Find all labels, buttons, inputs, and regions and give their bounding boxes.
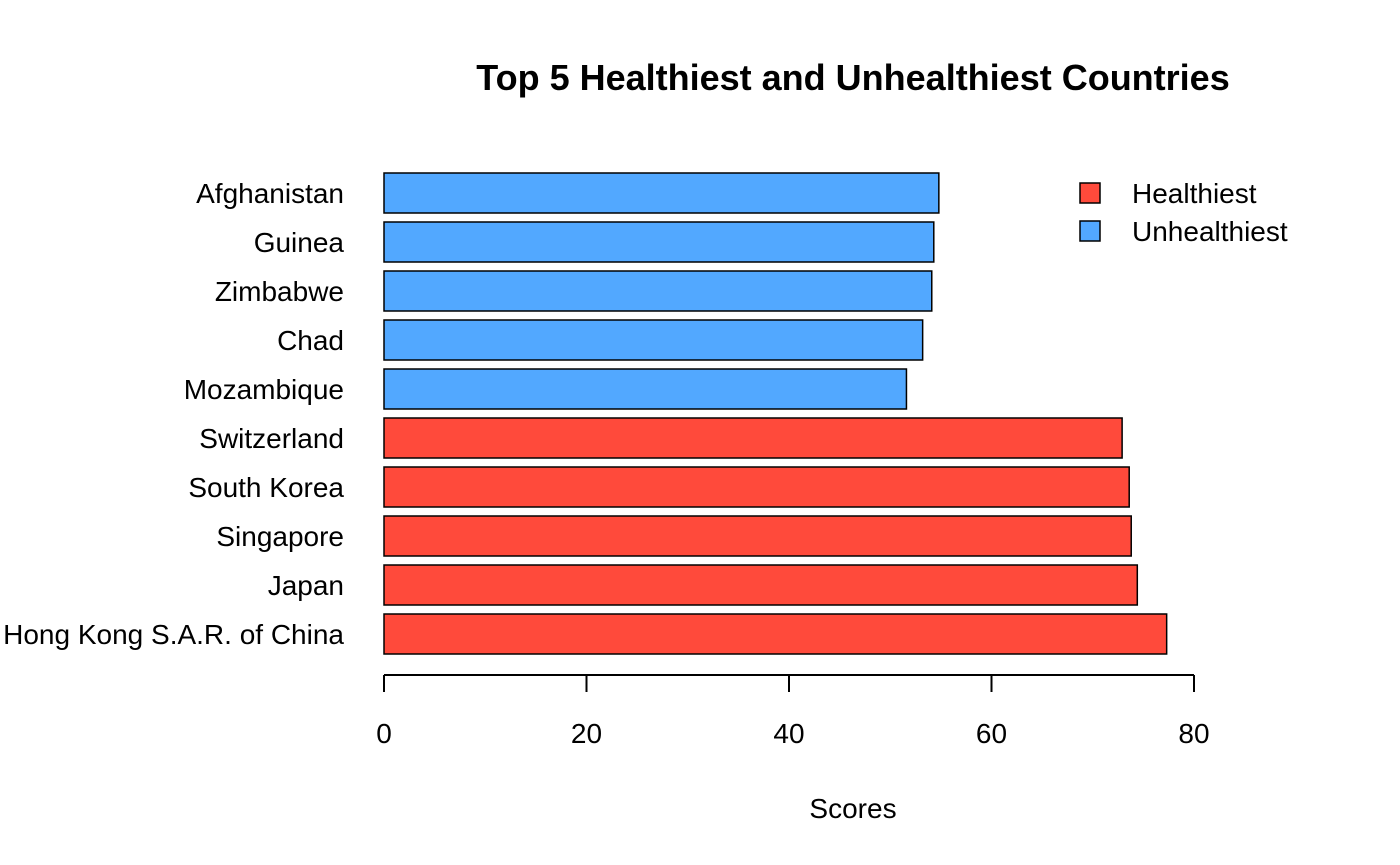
category-label: Mozambique bbox=[184, 374, 344, 405]
category-label: Hong Kong S.A.R. of China bbox=[3, 619, 344, 650]
category-label: Japan bbox=[268, 570, 344, 601]
category-label: Afghanistan bbox=[196, 178, 344, 209]
legend-label-unhealthiest: Unhealthiest bbox=[1132, 216, 1288, 247]
x-axis-ticks: 0 20 40 60 80 bbox=[376, 675, 1210, 749]
category-label: Chad bbox=[277, 325, 344, 356]
bar-unhealthiest bbox=[383, 270, 933, 312]
x-tick-label: 80 bbox=[1178, 718, 1209, 749]
category-labels: Hong Kong S.A.R. of China Japan Singapore S… bbox=[3, 178, 344, 650]
legend: Healthiest Unhealthiest bbox=[1079, 178, 1288, 247]
x-axis: 0 20 40 60 80 bbox=[376, 674, 1210, 749]
bar-healthiest bbox=[383, 466, 1130, 508]
bar-healthiest bbox=[383, 564, 1139, 606]
legend-label-healthiest: Healthiest bbox=[1132, 178, 1257, 209]
x-tick-label: 60 bbox=[976, 718, 1007, 749]
bar-healthiest bbox=[383, 417, 1123, 459]
category-label: Switzerland bbox=[199, 423, 344, 454]
bar-unhealthiest bbox=[383, 368, 908, 410]
bar-unhealthiest bbox=[383, 172, 940, 214]
x-tick-label: 40 bbox=[773, 718, 804, 749]
legend-swatch-unhealthiest bbox=[1079, 220, 1101, 242]
category-label: South Korea bbox=[188, 472, 344, 503]
x-tick-label: 0 bbox=[376, 718, 392, 749]
bar-unhealthiest bbox=[383, 221, 935, 263]
bar-healthiest bbox=[383, 515, 1132, 557]
bar-healthiest bbox=[383, 613, 1168, 655]
category-label: Singapore bbox=[216, 521, 344, 552]
x-axis-title: Scores bbox=[809, 793, 896, 824]
x-tick-label: 20 bbox=[571, 718, 602, 749]
bar-unhealthiest bbox=[383, 319, 924, 361]
category-label: Zimbabwe bbox=[215, 276, 344, 307]
chart-title: Top 5 Healthiest and Unhealthiest Countr… bbox=[476, 57, 1229, 98]
legend-swatch-healthiest bbox=[1079, 182, 1101, 204]
bars-layer bbox=[383, 172, 1168, 655]
category-label: Guinea bbox=[254, 227, 345, 258]
